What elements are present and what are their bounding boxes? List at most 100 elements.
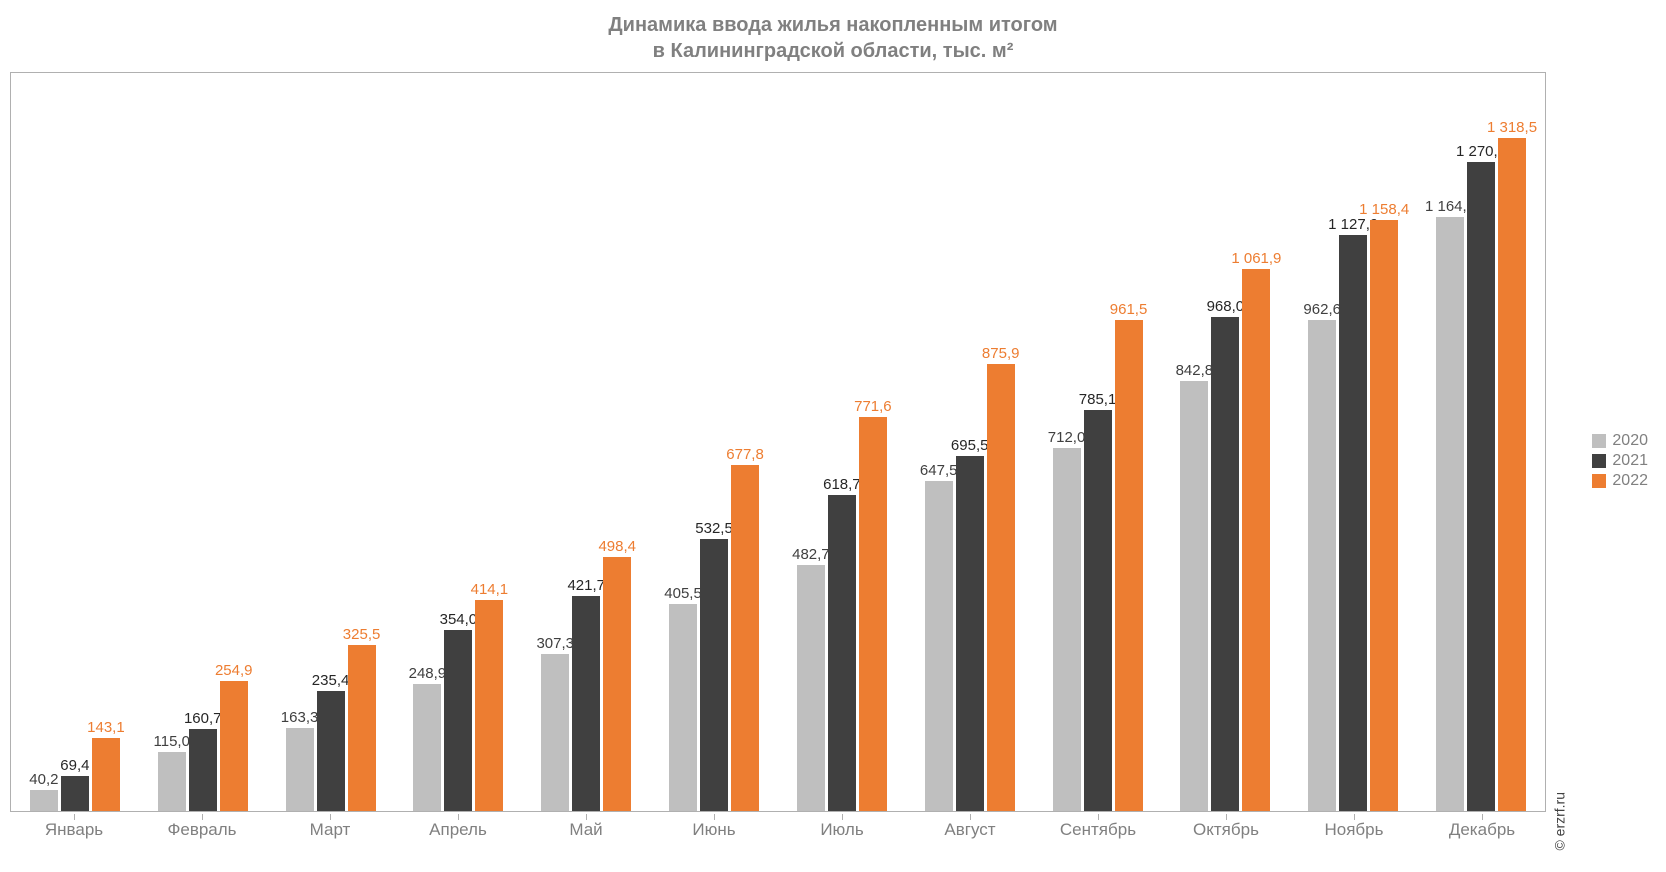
month-group: 482,7618,7771,6 <box>778 73 906 811</box>
bar-label: 354,0 <box>440 611 478 630</box>
month-group: 163,3235,4325,5 <box>267 73 395 811</box>
month-group: 405,5532,5677,8 <box>650 73 778 811</box>
bar-label: 163,3 <box>281 709 319 728</box>
bar-2022: 143,1 <box>92 738 120 811</box>
month-group: 647,5695,5875,9 <box>906 73 1034 811</box>
bar-label: 875,9 <box>982 345 1020 364</box>
credit-text: © erzrf.ru <box>1552 792 1568 851</box>
bar-2022: 961,5 <box>1115 320 1143 811</box>
bar-label: 115,0 <box>154 733 190 752</box>
x-label: Август <box>906 814 1034 852</box>
legend-swatch <box>1592 474 1606 488</box>
bar-2020: 482,7 <box>797 565 825 811</box>
bar-2022: 1 318,5 <box>1498 138 1526 811</box>
bar-label: 695,5 <box>951 437 989 456</box>
legend-label: 2020 <box>1612 432 1648 450</box>
bar-2021: 785,1 <box>1084 410 1112 811</box>
bar-2020: 248,9 <box>413 684 441 811</box>
x-label: Декабрь <box>1418 814 1546 852</box>
legend-label: 2021 <box>1612 452 1648 470</box>
bar-2020: 647,5 <box>925 481 953 811</box>
legend-item-2020: 2020 <box>1592 432 1648 450</box>
bar-label: 842,8 <box>1176 362 1214 381</box>
bar-2022: 498,4 <box>603 557 631 811</box>
bar-2021: 354,0 <box>444 630 472 811</box>
bar-label: 405,5 <box>664 585 702 604</box>
month-group: 962,61 127,91 158,4 <box>1289 73 1417 811</box>
bar-2022: 254,9 <box>220 681 248 811</box>
bar-label: 677,8 <box>726 446 764 465</box>
bar-label: 961,5 <box>1110 301 1148 320</box>
bar-2021: 235,4 <box>317 691 345 811</box>
bar-label: 532,5 <box>695 520 733 539</box>
x-label: Июнь <box>650 814 778 852</box>
x-label: Май <box>522 814 650 852</box>
legend-swatch <box>1592 434 1606 448</box>
x-label: Сентябрь <box>1034 814 1162 852</box>
bar-label: 785,1 <box>1079 391 1117 410</box>
bars-region: 40,269,4143,1115,0160,7254,9163,3235,432… <box>11 73 1545 811</box>
bar-2021: 1 270,9 <box>1467 162 1495 811</box>
plot-wrapper: 40,269,4143,1115,0160,7254,9163,3235,432… <box>0 72 1666 852</box>
month-group: 115,0160,7254,9 <box>139 73 267 811</box>
bar-label: 160,7 <box>184 710 222 729</box>
bar-label: 69,4 <box>60 757 89 776</box>
bar-label: 647,5 <box>920 462 958 481</box>
bar-label: 325,5 <box>343 626 381 645</box>
bar-2021: 532,5 <box>700 539 728 811</box>
chart-title-line1: Динамика ввода жилья накопленным итогом <box>0 12 1666 38</box>
bar-label: 482,7 <box>792 546 830 565</box>
legend-label: 2022 <box>1612 472 1648 490</box>
month-group: 712,0785,1961,5 <box>1034 73 1162 811</box>
bar-2021: 160,7 <box>189 729 217 811</box>
month-group: 40,269,4143,1 <box>11 73 139 811</box>
bar-2021: 618,7 <box>828 495 856 811</box>
plot-area: 40,269,4143,1115,0160,7254,9163,3235,432… <box>10 72 1546 812</box>
bar-2021: 69,4 <box>61 776 89 811</box>
bar-2021: 968,0 <box>1211 317 1239 811</box>
bar-label: 1 158,4 <box>1359 201 1409 220</box>
bar-2020: 1 164,0 <box>1436 217 1464 811</box>
month-group: 307,3421,7498,4 <box>522 73 650 811</box>
bar-label: 254,9 <box>215 662 253 681</box>
chart-title-line2: в Калининградской области, тыс. м² <box>0 38 1666 64</box>
chart-title: Динамика ввода жилья накопленным итогом … <box>0 12 1666 64</box>
bar-2020: 962,6 <box>1308 320 1336 811</box>
bar-label: 1 318,5 <box>1487 119 1537 138</box>
bar-2022: 1 061,9 <box>1242 269 1270 811</box>
legend-swatch <box>1592 454 1606 468</box>
bar-label: 498,4 <box>598 538 636 557</box>
bar-2022: 414,1 <box>475 600 503 811</box>
bar-label: 962,6 <box>1303 301 1341 320</box>
x-label: Март <box>266 814 394 852</box>
bar-2020: 307,3 <box>541 654 569 811</box>
month-group: 1 164,01 270,91 318,5 <box>1417 73 1545 811</box>
x-label: Октябрь <box>1162 814 1290 852</box>
bar-label: 248,9 <box>409 665 447 684</box>
bar-2020: 405,5 <box>669 604 697 811</box>
bar-label: 414,1 <box>471 581 509 600</box>
bar-2022: 875,9 <box>987 364 1015 811</box>
legend-item-2021: 2021 <box>1592 452 1648 470</box>
bar-2022: 325,5 <box>348 645 376 811</box>
bar-2020: 40,2 <box>30 790 58 811</box>
bar-label: 1 061,9 <box>1231 250 1281 269</box>
x-label: Январь <box>10 814 138 852</box>
x-label: Июль <box>778 814 906 852</box>
x-label: Февраль <box>138 814 266 852</box>
bar-2022: 771,6 <box>859 417 887 811</box>
x-label: Ноябрь <box>1290 814 1418 852</box>
bar-2021: 421,7 <box>572 596 600 811</box>
legend: 2020 2021 2022 <box>1592 432 1648 490</box>
bar-label: 771,6 <box>854 398 892 417</box>
bar-2020: 842,8 <box>1180 381 1208 811</box>
month-group: 842,8968,01 061,9 <box>1161 73 1289 811</box>
bar-2021: 695,5 <box>956 456 984 811</box>
bar-2022: 677,8 <box>731 465 759 811</box>
legend-item-2022: 2022 <box>1592 472 1648 490</box>
bar-label: 40,2 <box>29 771 58 790</box>
bar-2020: 163,3 <box>286 728 314 811</box>
x-label: Апрель <box>394 814 522 852</box>
bar-label: 143,1 <box>87 719 125 738</box>
bar-2020: 115,0 <box>158 752 186 811</box>
